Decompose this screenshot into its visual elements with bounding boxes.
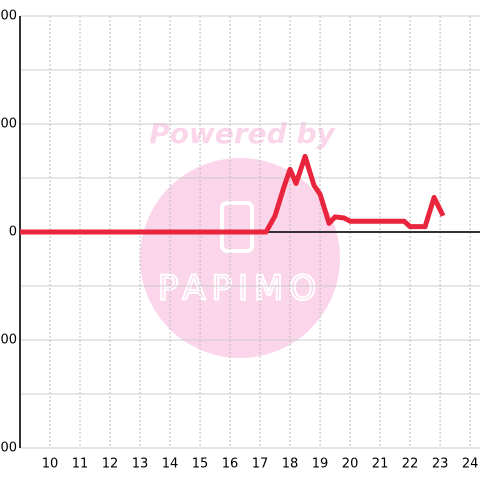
watermark-icon bbox=[220, 201, 254, 253]
watermark-text: Powered by bbox=[149, 117, 336, 150]
x-tick-label: 16 bbox=[222, 457, 239, 472]
x-tick-label: 10 bbox=[42, 457, 59, 472]
x-tick-label: 20 bbox=[342, 457, 359, 472]
x-tick-label: 11 bbox=[72, 457, 89, 472]
x-tick-label: 12 bbox=[102, 457, 119, 472]
x-tick-label: 17 bbox=[252, 457, 269, 472]
x-tick-label: 22 bbox=[402, 457, 419, 472]
x-tick-label: 24 bbox=[462, 457, 479, 472]
x-tick-label: 14 bbox=[162, 457, 179, 472]
x-tick-label: 19 bbox=[312, 457, 329, 472]
watermark-logo: PAPIMO bbox=[158, 269, 322, 309]
y-tick-label: -1,000 bbox=[0, 333, 17, 348]
x-tick-label: 13 bbox=[132, 457, 149, 472]
x-tick-label: 23 bbox=[432, 457, 449, 472]
y-tick-label: 0 bbox=[9, 225, 17, 240]
y-tick-label: -2,000 bbox=[0, 441, 17, 456]
x-tick-label: 15 bbox=[192, 457, 209, 472]
y-tick-label: 2,000 bbox=[0, 9, 17, 24]
line-series bbox=[20, 153, 446, 235]
x-tick-label: 18 bbox=[282, 457, 299, 472]
y-tick-label: 1,000 bbox=[0, 117, 17, 132]
x-tick-label: 21 bbox=[372, 457, 389, 472]
